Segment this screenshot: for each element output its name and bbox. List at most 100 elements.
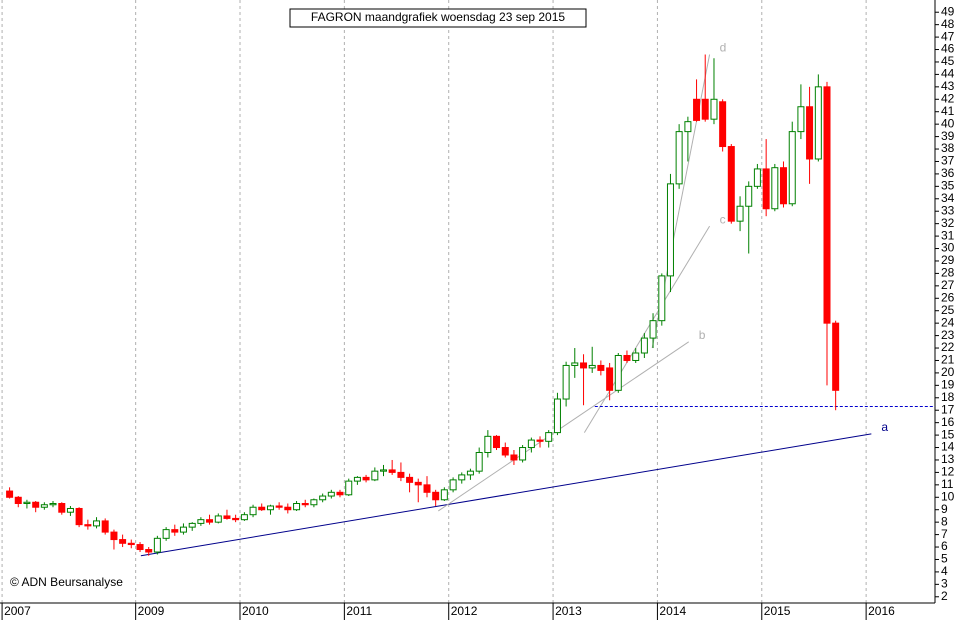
x-tick-label: 2009 (138, 604, 165, 618)
candle-body (771, 167, 779, 210)
candle-body (197, 519, 205, 524)
candle-body (379, 469, 387, 472)
candle-body (606, 367, 614, 391)
trend-line (438, 341, 690, 512)
candle-body (266, 505, 274, 511)
y-tick-label: 7 (941, 527, 948, 541)
chart-title: FAGRON maandgrafiek woensdag 23 sep 2015 (311, 10, 565, 24)
candle-body (658, 275, 666, 322)
candle-body (545, 432, 553, 442)
candle-body (179, 526, 187, 533)
candle-body (423, 484, 431, 493)
candle-body (371, 470, 379, 481)
candle-body (319, 495, 327, 501)
y-tick-label: 11 (941, 477, 954, 491)
y-tick-label: 39 (941, 129, 955, 143)
candle-body (736, 205, 744, 222)
y-tick-label: 27 (941, 278, 955, 292)
y-tick-label: 41 (941, 104, 955, 118)
y-tick-label: 31 (941, 228, 955, 242)
candle-body (832, 322, 840, 391)
trend-label: a (881, 420, 888, 434)
candle-body (640, 337, 648, 354)
x-tick-label: 2015 (764, 604, 791, 618)
y-tick-label: 10 (941, 489, 955, 503)
candle-body (501, 447, 509, 456)
candle-body (753, 168, 761, 187)
candle-body (75, 507, 83, 526)
y-tick-label: 30 (941, 241, 955, 255)
y-tick-label: 44 (941, 67, 955, 81)
candle-body (466, 470, 474, 476)
candle-body (440, 489, 448, 501)
candle-body (797, 106, 805, 133)
candle-body (806, 106, 814, 160)
y-tick-label: 43 (941, 79, 955, 93)
y-tick-label: 37 (941, 154, 955, 168)
candle-body (388, 469, 396, 473)
y-tick-label: 3 (941, 577, 948, 591)
y-tick-label: 45 (941, 54, 955, 68)
copyright: © ADN Beursanalyse (10, 575, 123, 589)
candle-body (675, 131, 683, 185)
candle-body (458, 474, 466, 481)
y-tick-label: 6 (941, 539, 948, 553)
candle-body (136, 544, 144, 551)
y-tick-label: 34 (941, 191, 955, 205)
y-tick-label: 38 (941, 141, 955, 155)
candle-body (588, 364, 596, 369)
y-tick-label: 49 (941, 4, 955, 18)
candle-body (814, 86, 822, 160)
candle-body (762, 168, 770, 210)
y-tick-label: 48 (941, 17, 955, 31)
y-tick-label: 5 (941, 552, 948, 566)
candle-body (684, 121, 692, 133)
y-tick-label: 25 (941, 303, 955, 317)
y-tick-label: 22 (941, 340, 955, 354)
candle-body (562, 364, 570, 400)
y-tick-label: 20 (941, 365, 955, 379)
y-tick-label: 2 (941, 589, 948, 603)
x-tick-label: 2014 (659, 604, 686, 618)
candle-body (284, 506, 292, 511)
candle-body (310, 499, 318, 506)
y-tick-label: 19 (941, 378, 955, 392)
candle-body (258, 506, 266, 511)
y-tick-label: 13 (941, 452, 955, 466)
candle-body (93, 520, 101, 527)
candle-body (406, 476, 414, 483)
candle-body (145, 549, 153, 553)
candle-body (293, 503, 301, 511)
y-tick-label: 12 (941, 465, 955, 479)
candle-body (171, 529, 179, 533)
candle-body (110, 531, 118, 541)
x-tick-label: 2011 (346, 604, 372, 618)
candle-body (449, 479, 457, 491)
y-tick-label: 9 (941, 502, 948, 516)
candle-body (58, 503, 66, 513)
candle-body (701, 98, 709, 120)
candle-body (397, 471, 405, 478)
y-tick-label: 36 (941, 166, 955, 180)
candle-body (240, 514, 248, 521)
candle-body (510, 454, 518, 461)
y-tick-label: 32 (941, 216, 955, 230)
candle-body (101, 520, 109, 533)
candle-body (632, 352, 640, 361)
candle-body (719, 101, 727, 148)
candle-body (249, 506, 257, 516)
candle-body (580, 362, 588, 369)
y-tick-label: 21 (941, 353, 955, 367)
trend-line (140, 433, 872, 557)
candle-body (327, 491, 335, 497)
y-tick-label: 17 (941, 402, 955, 416)
candle-body (32, 501, 40, 508)
y-tick-label: 33 (941, 203, 955, 217)
candle-body (14, 496, 22, 504)
candle-body (214, 515, 222, 523)
candle-body (119, 539, 127, 544)
candle-body (188, 522, 196, 528)
candle-body (127, 542, 135, 546)
candle-body (536, 439, 544, 442)
